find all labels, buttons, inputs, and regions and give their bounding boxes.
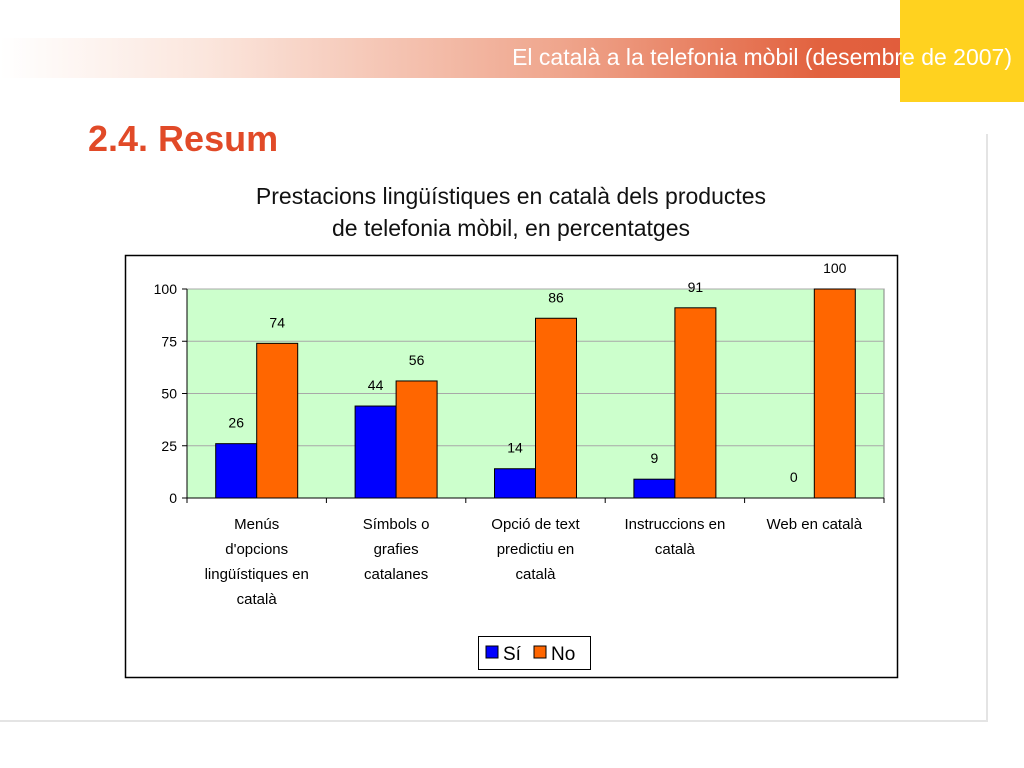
category-label: català [237, 591, 278, 608]
header-band [0, 38, 1024, 78]
data-label: 56 [409, 352, 425, 368]
category-label: Símbols o [363, 516, 430, 533]
category-label: catalanes [364, 566, 428, 583]
bar-si [354, 405, 397, 499]
y-tick-label: 0 [169, 490, 177, 506]
section-title: 2.4. Resum [88, 118, 279, 159]
legend-label: Sí [503, 644, 522, 665]
legend-swatch-no [533, 645, 547, 659]
bar-no [674, 307, 717, 499]
chart-title-line-1: Prestacions lingüístiques en català dels… [255, 183, 767, 209]
bar-si [215, 443, 258, 499]
bar-no [813, 288, 856, 499]
chart-title: Prestacions lingüístiques en català dels… [211, 180, 811, 244]
corner-accent-block [900, 0, 1024, 102]
presentation-title: El català a la telefonia mòbil (desembre… [512, 44, 1012, 70]
category-label: català [655, 541, 696, 558]
bar-no [395, 380, 438, 499]
category-label: grafies [374, 541, 419, 558]
slide-frame-right [986, 134, 988, 722]
category-label: Instruccions en [624, 516, 725, 533]
category-label: Web en català [766, 516, 862, 533]
bar-si [494, 468, 536, 499]
bar-no [535, 317, 577, 499]
data-label: 74 [269, 314, 285, 330]
category-label: català [515, 566, 556, 583]
category-label: predictiu en [497, 541, 575, 558]
legend-label: No [551, 644, 575, 665]
legend-swatch-si [485, 645, 499, 659]
category-label: d'opcions [225, 541, 288, 558]
data-label: 14 [507, 440, 523, 456]
bar-si [633, 478, 676, 499]
bar-no [256, 342, 299, 499]
y-tick-label: 50 [161, 386, 177, 402]
chart-title-line-2: de telefonia mòbil, en percentatges [331, 215, 691, 241]
slide-frame-bottom [0, 720, 988, 722]
data-label: 44 [368, 377, 384, 393]
data-label: 91 [688, 279, 704, 295]
category-label: Menús [234, 516, 279, 533]
data-label: 86 [548, 289, 564, 305]
y-tick-label: 25 [161, 438, 177, 454]
category-label: lingüístiques en [205, 566, 309, 583]
y-tick-label: 75 [161, 333, 177, 349]
data-label: 9 [651, 450, 659, 466]
data-label: 26 [228, 415, 244, 431]
category-label: Opció de text [491, 516, 580, 533]
data-label: 0 [790, 469, 798, 485]
y-tick-label: 100 [154, 281, 178, 297]
data-label: 100 [823, 260, 847, 276]
